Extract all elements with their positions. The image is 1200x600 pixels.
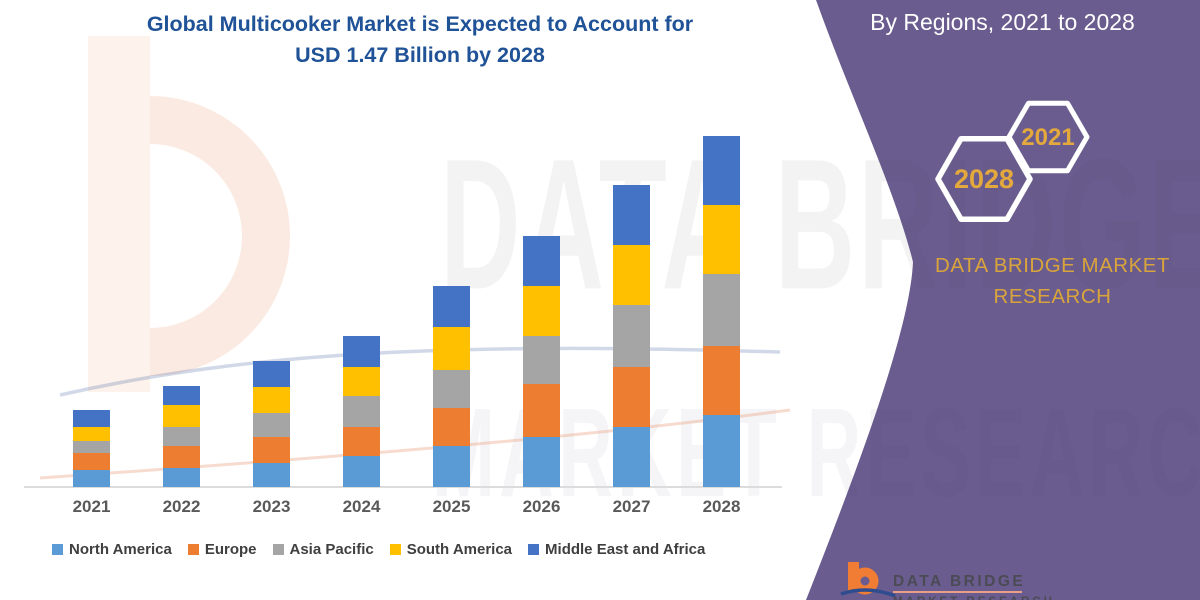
stacked-bar-2028 (703, 136, 740, 487)
legend-label: Asia Pacific (289, 540, 374, 558)
bar-segment (253, 361, 290, 387)
brand-name: DATA BRIDGE MARKET RESEARCH (885, 250, 1200, 312)
legend-item: South America (389, 540, 513, 558)
bar-segment (523, 384, 560, 437)
bar-segment (73, 441, 110, 453)
bar-segment (163, 468, 200, 487)
x-axis-tick-label: 2022 (162, 497, 201, 516)
bar-segment (163, 386, 200, 405)
bar-segment (523, 336, 560, 384)
bar-segment (343, 456, 380, 487)
x-axis-tick-label: 2028 (702, 497, 741, 516)
legend-label: North America (69, 540, 172, 558)
bar-segment (523, 236, 560, 286)
bar-segment (73, 410, 110, 427)
legend-swatch-icon (389, 543, 401, 555)
bar-segment (613, 245, 650, 305)
bar-segment (613, 367, 650, 427)
legend-item: Asia Pacific (272, 540, 374, 558)
bar-segment (253, 437, 290, 463)
watermark-text-line1: DATA BRIDGE (440, 120, 1200, 329)
watermark-b-logo-bowl (149, 96, 290, 376)
year-hexagons-icon (935, 100, 1090, 222)
legend-label: Europe (204, 540, 257, 558)
x-axis-tick-label: 2025 (432, 497, 471, 516)
legend-swatch-icon (52, 543, 63, 555)
stacked-bar-2022 (163, 386, 200, 487)
bar-segment (73, 470, 110, 487)
bar-segment (703, 274, 740, 346)
legend-label: Middle East and Africa (545, 540, 706, 558)
side-panel-heading: By Regions, 2021 to 2028 (870, 9, 1135, 35)
watermark-b-logo-stem (88, 36, 150, 392)
chart-title-line1: Global Multicooker Market is Expected to… (146, 12, 694, 36)
bar-segment (73, 427, 110, 441)
bar-segment (613, 427, 650, 487)
bar-segment (613, 185, 650, 245)
chart-title: Global Multicooker Market is Expected to… (40, 9, 800, 71)
x-axis-tick-label: 2021 (72, 497, 111, 516)
legend-item: Europe (187, 540, 257, 558)
chart-legend: North America Europe Asia Pacific South Ame… (52, 537, 705, 561)
legend-item: North America (52, 541, 172, 558)
hexagon-2028-label: 2028 (953, 164, 1015, 194)
bar-segment (253, 413, 290, 437)
footer-brand-text: DATA BRIDGE (893, 573, 1026, 590)
bar-segment (343, 396, 380, 427)
bar-segment (343, 427, 380, 456)
bar-segment (433, 370, 470, 408)
bar-segment (253, 387, 290, 413)
hexagon-2021-icon (1006, 100, 1090, 174)
legend-label: South America (406, 540, 513, 558)
stacked-bar-2024 (343, 336, 380, 487)
legend-swatch-icon (528, 543, 540, 555)
x-axis-line (24, 486, 782, 488)
bar-segment (433, 408, 470, 446)
brand-name-line2: RESEARCH (993, 285, 1112, 308)
stacked-bar-2021 (73, 410, 110, 487)
bar-segment (523, 286, 560, 336)
bar-segment (163, 427, 200, 446)
bar-segment (613, 305, 650, 367)
bar-segment (703, 415, 740, 487)
bar-segment (433, 446, 470, 487)
watermark-text-line2: MARKET RESEARCH (432, 383, 1200, 524)
stacked-bar-2023 (253, 361, 290, 487)
legend-swatch-icon (272, 543, 284, 555)
bar-segment (163, 405, 200, 427)
bar-segment (703, 346, 740, 415)
legend-swatch-icon (187, 543, 199, 555)
bar-segment (253, 463, 290, 487)
bar-segment (73, 453, 110, 470)
bar-segment (703, 205, 740, 274)
bar-segment (163, 446, 200, 468)
hexagon-2021-label: 2021 (1021, 124, 1075, 151)
footer-brand-underline (893, 591, 1022, 593)
x-axis-tick-label: 2026 (522, 497, 561, 516)
bar-segment (703, 136, 740, 205)
x-axis-tick-label: 2024 (342, 497, 381, 516)
bar-segment (343, 336, 380, 367)
stacked-bar-2026 (523, 236, 560, 487)
stacked-bar-2025 (433, 286, 470, 487)
brand-name-line1: DATA BRIDGE MARKET (935, 254, 1170, 277)
chart-title-line2: USD 1.47 Billion by 2028 (295, 43, 545, 67)
hexagon-2028-icon (935, 136, 1033, 222)
legend-item: Middle East and Africa (528, 541, 705, 558)
x-axis-tick-label: 2023 (252, 497, 291, 516)
bar-segment (433, 327, 470, 370)
bar-segment (433, 286, 470, 327)
stacked-bar-2027 (613, 185, 650, 487)
bar-segment (523, 437, 560, 487)
x-axis-tick-label: 2027 (612, 497, 651, 516)
footer-brand-subtext: MARKET RESEARCH (893, 596, 1055, 600)
data-bridge-b-icon (840, 562, 896, 598)
bar-segment (343, 367, 380, 396)
